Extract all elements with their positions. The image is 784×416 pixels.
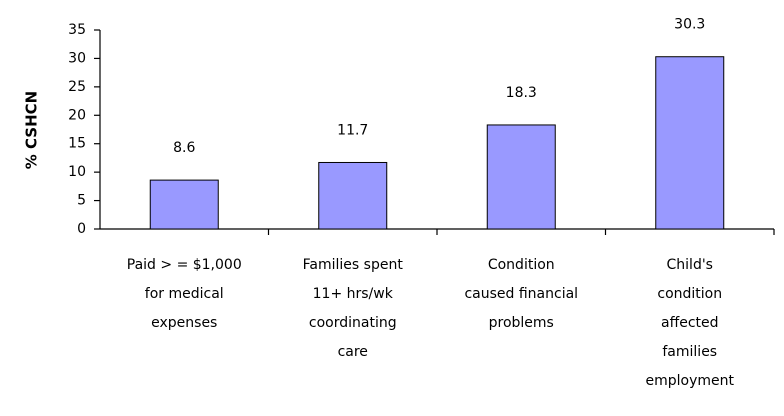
data-label: 8.6 [173,140,195,156]
bar [318,161,388,230]
y-tick-label: 10 [68,164,86,180]
bar [486,124,556,230]
data-label: 18.3 [506,85,537,101]
y-tick-label: 15 [68,136,86,152]
bar [655,56,725,230]
y-tick-label: 30 [68,50,86,66]
bar [149,179,219,230]
y-tick-label: 20 [68,107,86,123]
y-tick-label: 25 [68,79,86,95]
y-tick-label: 5 [77,193,86,209]
x-tick-label: Families spent 11+ hrs/wk coordinating care [303,257,404,360]
y-tick-label: 0 [77,221,86,237]
y-axis-label: % CSHCN [23,91,41,169]
x-tick-label: Paid > = $1,000 for medical expenses [127,257,242,331]
data-label: 11.7 [337,122,368,138]
y-tick-label: 35 [68,22,86,38]
x-tick-label: Child's condition affected families employme… [646,257,735,389]
data-label: 30.3 [674,17,705,33]
x-tick-label: Condition caused financial problems [464,257,578,331]
